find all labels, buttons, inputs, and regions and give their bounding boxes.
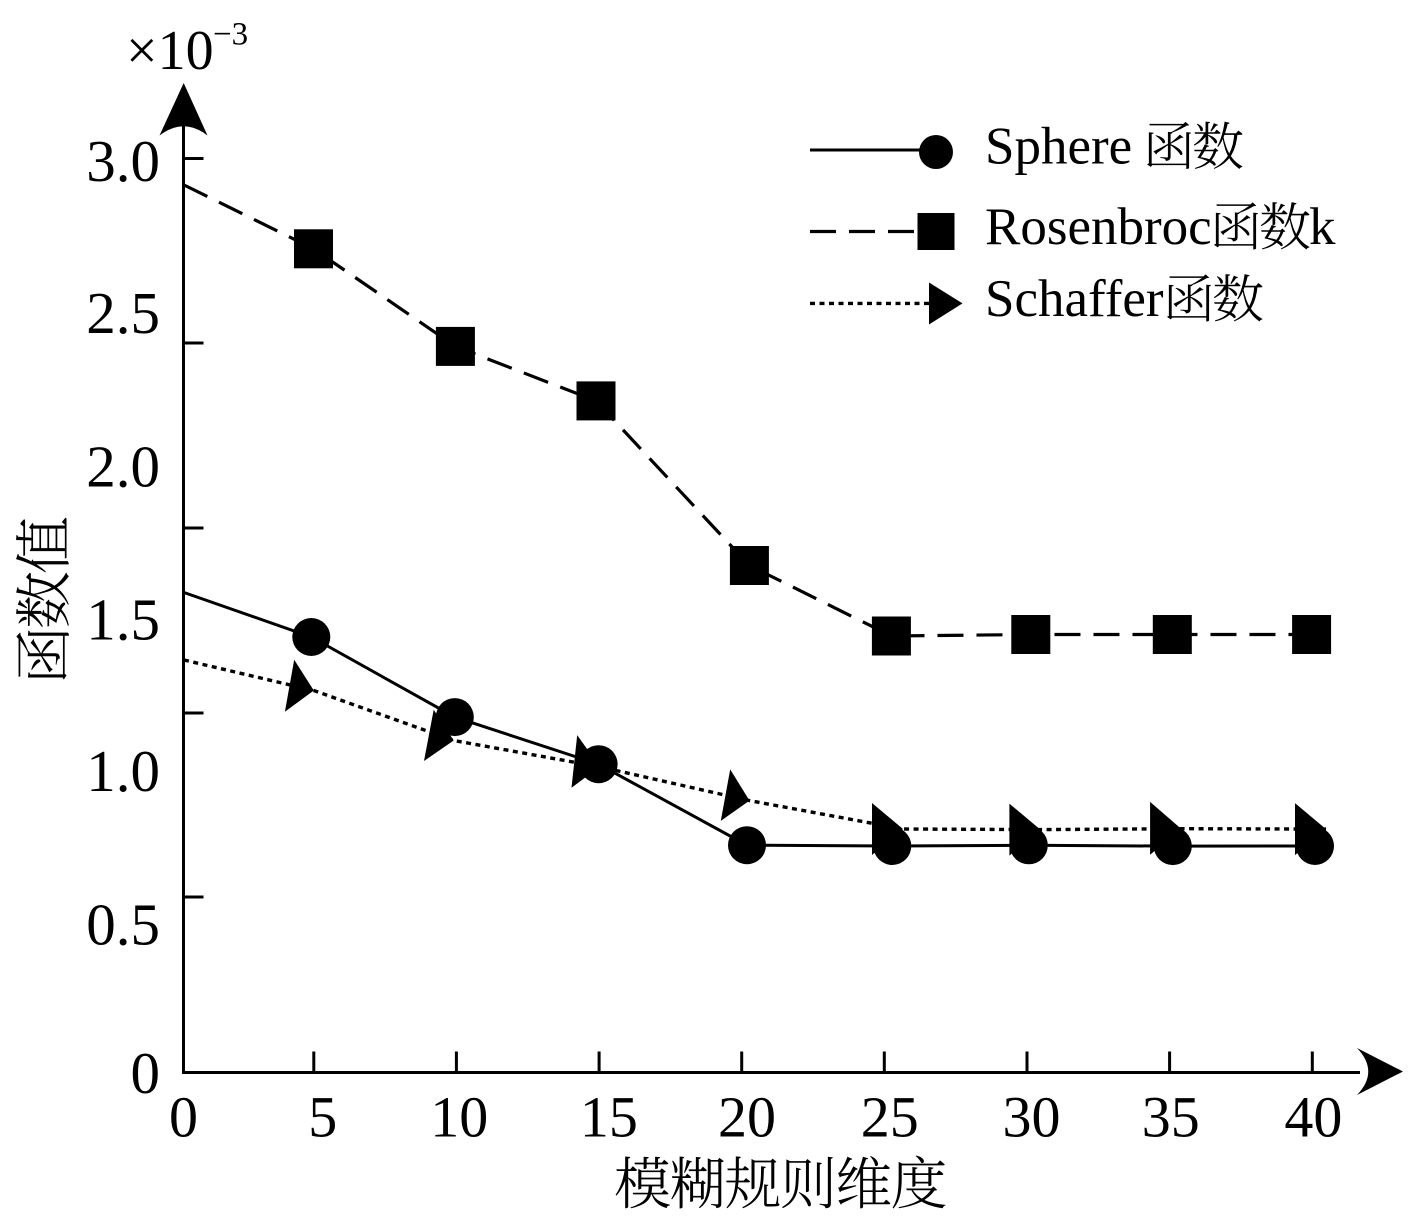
svg-text:−3: −3	[213, 17, 248, 53]
svg-text:3.0: 3.0	[86, 128, 160, 194]
svg-text:1.0: 1.0	[86, 738, 160, 804]
svg-text:25: 25	[861, 1085, 919, 1150]
svg-text:10: 10	[430, 1085, 488, 1150]
svg-text:0: 0	[169, 1085, 198, 1150]
svg-text:5: 5	[308, 1085, 337, 1150]
svg-text:Sphere: Sphere	[985, 118, 1132, 176]
svg-text:35: 35	[1142, 1085, 1200, 1150]
svg-text:0.5: 0.5	[86, 892, 160, 958]
svg-text:Schaffer: Schaffer	[985, 270, 1164, 328]
svg-text:0: 0	[131, 1040, 161, 1106]
svg-text:30: 30	[1003, 1085, 1061, 1150]
svg-text:2.0: 2.0	[86, 434, 160, 500]
svg-text:Rosenbroc: Rosenbroc	[985, 198, 1212, 256]
svg-text:2.5: 2.5	[86, 280, 160, 346]
svg-text:20: 20	[718, 1085, 776, 1150]
svg-text:k: k	[1309, 198, 1336, 256]
svg-text:15: 15	[580, 1085, 638, 1150]
svg-text:1.5: 1.5	[86, 587, 160, 653]
svg-text:40: 40	[1284, 1085, 1342, 1150]
svg-text:×10: ×10	[126, 20, 214, 82]
